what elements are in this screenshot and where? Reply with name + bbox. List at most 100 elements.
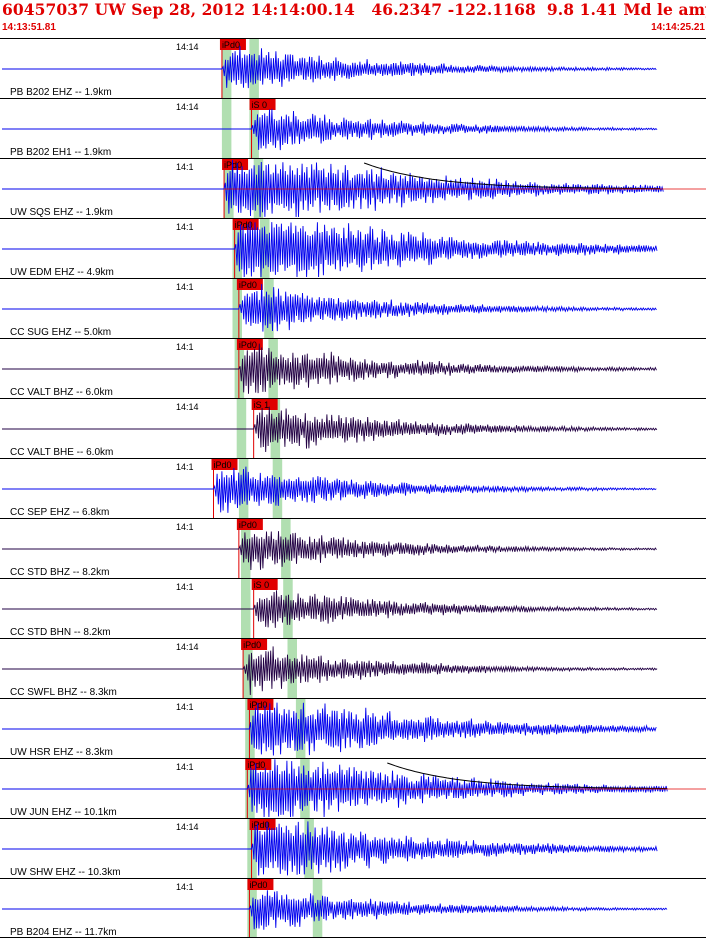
trace-panel[interactable]: 14:1 iPd0 PB B204 EHZ -- 11.7km bbox=[0, 878, 706, 938]
trace-panel[interactable]: 14:1 iS 0 CC STD BHN -- 8.2km bbox=[0, 578, 706, 639]
pick-marker[interactable] bbox=[249, 819, 276, 830]
station-label: UW SQS EHZ -- 1.9km bbox=[10, 207, 113, 218]
phase-band-p bbox=[221, 38, 232, 98]
station-label: CC STD BHN -- 8.2km bbox=[10, 627, 111, 638]
waveform bbox=[2, 283, 657, 332]
trace-panel[interactable]: 14:1 iPd0 UW EDM EHZ -- 4.9km bbox=[0, 218, 706, 279]
time-tick-label: 14:14 bbox=[176, 642, 199, 652]
trace-panel[interactable]: 14:1 iPd0 UW JUN EHZ -- 10.1km bbox=[0, 758, 706, 819]
pick-marker[interactable] bbox=[249, 99, 276, 110]
pick-label: iPd0 bbox=[239, 280, 257, 290]
station-label: PB B204 EHZ -- 11.7km bbox=[10, 927, 117, 938]
waveform bbox=[2, 108, 658, 151]
pick-label: iPd0 bbox=[235, 220, 253, 230]
pick-label: iPd0 bbox=[213, 460, 231, 470]
trace-panel[interactable]: 14:14 iPd0 CC SWFL BHZ -- 8.3km bbox=[0, 638, 706, 699]
trace-panel[interactable]: 14:14 iPd0 PB B202 EHZ -- 1.9km bbox=[0, 38, 706, 99]
pick-marker[interactable] bbox=[247, 699, 274, 710]
waveform bbox=[2, 702, 657, 756]
trace-panel[interactable]: 14:1 iPd0 CC STD BHZ -- 8.2km bbox=[0, 518, 706, 579]
station-label: UW EDM EHZ -- 4.9km bbox=[10, 267, 114, 278]
time-tick-label: 14:1 bbox=[176, 282, 194, 292]
time-tick-label: 14:1 bbox=[176, 762, 194, 772]
pick-label: iPd0 bbox=[247, 760, 265, 770]
pick-label: iPd0 bbox=[243, 640, 261, 650]
station-label: CC VALT BHZ -- 6.0km bbox=[10, 387, 113, 398]
station-label: CC SEP EHZ -- 6.8km bbox=[10, 507, 109, 518]
time-tick-label: 14:1 bbox=[176, 162, 194, 172]
station-label: UW SHW EHZ -- 10.3km bbox=[10, 867, 121, 878]
phase-band-p bbox=[221, 98, 232, 158]
phase-band-p bbox=[236, 398, 247, 458]
pick-marker[interactable] bbox=[222, 159, 249, 170]
pick-label: iS 0 bbox=[252, 100, 268, 110]
window-end-time: 14:14:25.21 bbox=[651, 22, 705, 33]
pick-marker[interactable] bbox=[241, 639, 268, 650]
phase-band-s bbox=[270, 398, 281, 458]
station-label: CC VALT BHE -- 6.0km bbox=[10, 447, 113, 458]
pick-label: iPd0 bbox=[222, 40, 240, 50]
pick-marker[interactable] bbox=[236, 279, 263, 290]
pick-marker[interactable] bbox=[236, 519, 263, 530]
time-tick-label: 14:1 bbox=[176, 462, 194, 472]
pick-marker[interactable] bbox=[251, 399, 278, 410]
phase-band-s bbox=[260, 218, 270, 278]
pick-marker[interactable] bbox=[211, 459, 238, 470]
coda-duration-curve bbox=[387, 762, 668, 789]
time-tick-label: 14:1 bbox=[176, 522, 194, 532]
station-label: PB B202 EH1 -- 1.9km bbox=[10, 147, 111, 158]
waveform bbox=[2, 45, 657, 89]
pick-marker[interactable] bbox=[232, 219, 259, 230]
time-tick-label: 14:1 bbox=[176, 702, 194, 712]
time-tick-label: 14:1 bbox=[176, 222, 194, 232]
waveform bbox=[2, 890, 668, 930]
waveform bbox=[2, 221, 658, 278]
waveform bbox=[2, 590, 658, 628]
time-tick-label: 14:1 bbox=[176, 882, 194, 892]
trace-panel[interactable]: 14:1 iPd0 UW HSR EHZ -- 8.3km bbox=[0, 698, 706, 759]
window-start-time: 14:13:51.81 bbox=[2, 22, 56, 33]
station-label: PB B202 EHZ -- 1.9km bbox=[10, 87, 112, 98]
waveform bbox=[2, 406, 658, 453]
pick-marker[interactable] bbox=[247, 879, 274, 890]
station-label: UW HSR EHZ -- 8.3km bbox=[10, 747, 113, 758]
station-label: CC SWFL BHZ -- 8.3km bbox=[10, 687, 117, 698]
pick-label: iS 0 bbox=[254, 580, 270, 590]
pick-label: iPd0 bbox=[239, 520, 257, 530]
waveform bbox=[2, 343, 657, 394]
pick-marker[interactable] bbox=[251, 579, 278, 590]
pick-marker[interactable] bbox=[219, 39, 246, 50]
waveform bbox=[2, 821, 658, 876]
pick-label: iS 1 bbox=[254, 400, 270, 410]
phase-band-s bbox=[264, 278, 274, 338]
trace-panel[interactable]: 14:14 iS 1 CC VALT BHE -- 6.0km bbox=[0, 398, 706, 459]
trace-panel[interactable]: 14:1 iPd0 CC SUG EHZ -- 5.0km bbox=[0, 278, 706, 339]
trace-panel[interactable]: 14:1 iPd0 CC SEP EHZ -- 6.8km bbox=[0, 458, 706, 519]
station-label: CC STD BHZ -- 8.2km bbox=[10, 567, 109, 578]
time-tick-label: 14:14 bbox=[176, 102, 199, 112]
pick-label: iPd0 bbox=[252, 820, 270, 830]
time-tick-label: 14:1 bbox=[176, 342, 194, 352]
trace-panel[interactable]: 14:14 iPd0 UW SHW EHZ -- 10.3km bbox=[0, 818, 706, 879]
phase-band-p bbox=[224, 158, 234, 218]
coda-duration-curve bbox=[363, 162, 661, 190]
pick-label: iPd0 bbox=[249, 880, 267, 890]
pick-label: iPd0 bbox=[239, 340, 257, 350]
event-title: 60457037 UW Sep 28, 2012 14:14:00.14 46.… bbox=[2, 0, 706, 19]
pick-marker[interactable] bbox=[245, 759, 272, 770]
event-header: 60457037 UW Sep 28, 2012 14:14:00.14 46.… bbox=[0, 0, 706, 38]
time-tick-label: 14:1 bbox=[176, 582, 194, 592]
pick-label: iPd0 bbox=[249, 700, 267, 710]
station-label: CC SUG EHZ -- 5.0km bbox=[10, 327, 111, 338]
phase-band-p bbox=[241, 578, 251, 638]
trace-panel[interactable]: 14:14 iS 0 PB B202 EH1 -- 1.9km bbox=[0, 98, 706, 159]
trace-panel[interactable]: 14:1 iPd0 CC VALT BHZ -- 6.0km bbox=[0, 338, 706, 399]
phase-band-p bbox=[238, 458, 249, 518]
waveform bbox=[2, 531, 657, 571]
pick-marker[interactable] bbox=[236, 339, 263, 350]
phase-band-p bbox=[243, 638, 253, 698]
station-label: UW JUN EHZ -- 10.1km bbox=[10, 807, 117, 818]
